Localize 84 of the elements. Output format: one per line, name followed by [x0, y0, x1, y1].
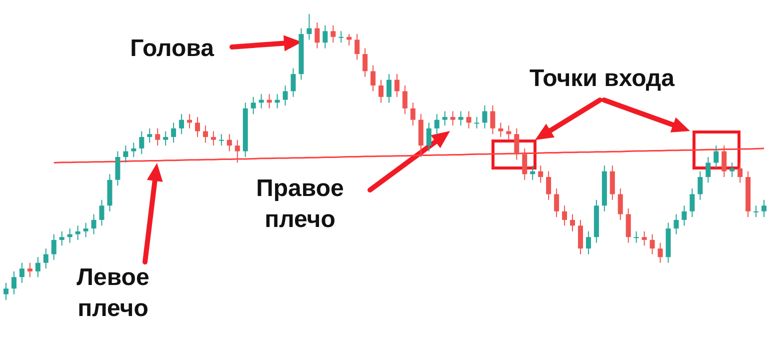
candlestick: [83, 222, 88, 238]
candlestick: [402, 85, 408, 115]
candlestick: [514, 128, 520, 160]
candlestick: [234, 139, 240, 164]
candlestick: [67, 228, 72, 244]
candlestick: [410, 102, 416, 126]
candlestick: [482, 105, 488, 129]
candlestick: [179, 114, 184, 135]
candlestick: [754, 205, 759, 218]
candlestick: [690, 188, 695, 218]
candlestick: [171, 122, 176, 144]
candlestick: [322, 24, 328, 49]
candlestick: [354, 34, 360, 60]
candlestick: [4, 282, 8, 300]
candlestick: [147, 128, 152, 144]
candlestick: [578, 219, 583, 255]
candlestick: [99, 199, 104, 226]
candlestick: [91, 214, 96, 235]
candlestick: [714, 145, 719, 169]
candlestick: [450, 110, 456, 126]
candlestick: [27, 262, 32, 278]
annotation: Голова: [130, 35, 215, 62]
candlestick: [378, 79, 384, 104]
candlestick: [634, 230, 639, 244]
candlestick: [490, 105, 496, 135]
candlestick: [658, 242, 663, 264]
annotation: Правое плечо: [256, 175, 344, 233]
candlestick: [59, 230, 64, 246]
candlestick: [386, 74, 392, 104]
candlestick: [498, 122, 504, 138]
candlestick: [35, 256, 40, 278]
candlestick: [434, 114, 440, 135]
candlestick: [538, 165, 544, 184]
candlestick: [554, 188, 560, 218]
candlestick: [698, 170, 703, 200]
candlestick: [314, 22, 320, 49]
candlestick: [458, 110, 464, 126]
candlestick: [426, 122, 432, 152]
candlestick: [586, 230, 591, 255]
annotation: Точки входа: [529, 65, 676, 92]
candlestick: [123, 145, 128, 164]
candlestick: [330, 24, 336, 44]
candlestick: [618, 188, 623, 220]
candlestick: [546, 170, 552, 200]
candlestick: [43, 248, 48, 270]
candlestick: [250, 96, 256, 115]
candlestick: [194, 116, 200, 138]
candlestick: [210, 130, 216, 146]
candlestick: [370, 64, 376, 92]
candlestick: [442, 110, 448, 126]
candlestick: [51, 234, 56, 260]
candlestick: [466, 110, 472, 129]
candlestick: [218, 134, 224, 146]
candlestick: [682, 205, 687, 226]
candlestick: [722, 145, 727, 178]
candlestick: [19, 262, 24, 284]
candlestick: [226, 134, 232, 152]
candlestick: [163, 130, 168, 146]
candlestick: [290, 68, 296, 98]
candlestick: [115, 150, 120, 186]
candlestick: [362, 48, 368, 78]
candlestick: [394, 74, 400, 98]
candlestick: [562, 205, 568, 226]
candlestick: [738, 162, 743, 184]
candlestick: [155, 128, 160, 146]
candlestick: [131, 142, 136, 158]
candlestick: [11, 270, 16, 295]
candlestick: [650, 234, 655, 255]
candlestick: [282, 85, 288, 106]
candlestick: [570, 214, 576, 232]
candlestick: [674, 214, 679, 235]
candlestick: [610, 165, 615, 200]
annotation: Левое плечо: [76, 264, 150, 322]
candlestick: [474, 116, 480, 129]
candlestick: [642, 230, 647, 246]
candlestick: [202, 125, 208, 144]
candlestick: [522, 148, 528, 180]
candlestick: [762, 199, 766, 218]
candlestick: [139, 130, 144, 155]
candlestick: [706, 156, 711, 184]
candlestick: [306, 14, 312, 40]
candlestick: [730, 162, 735, 178]
candlestick: [338, 30, 344, 44]
candlestick: [626, 208, 631, 244]
